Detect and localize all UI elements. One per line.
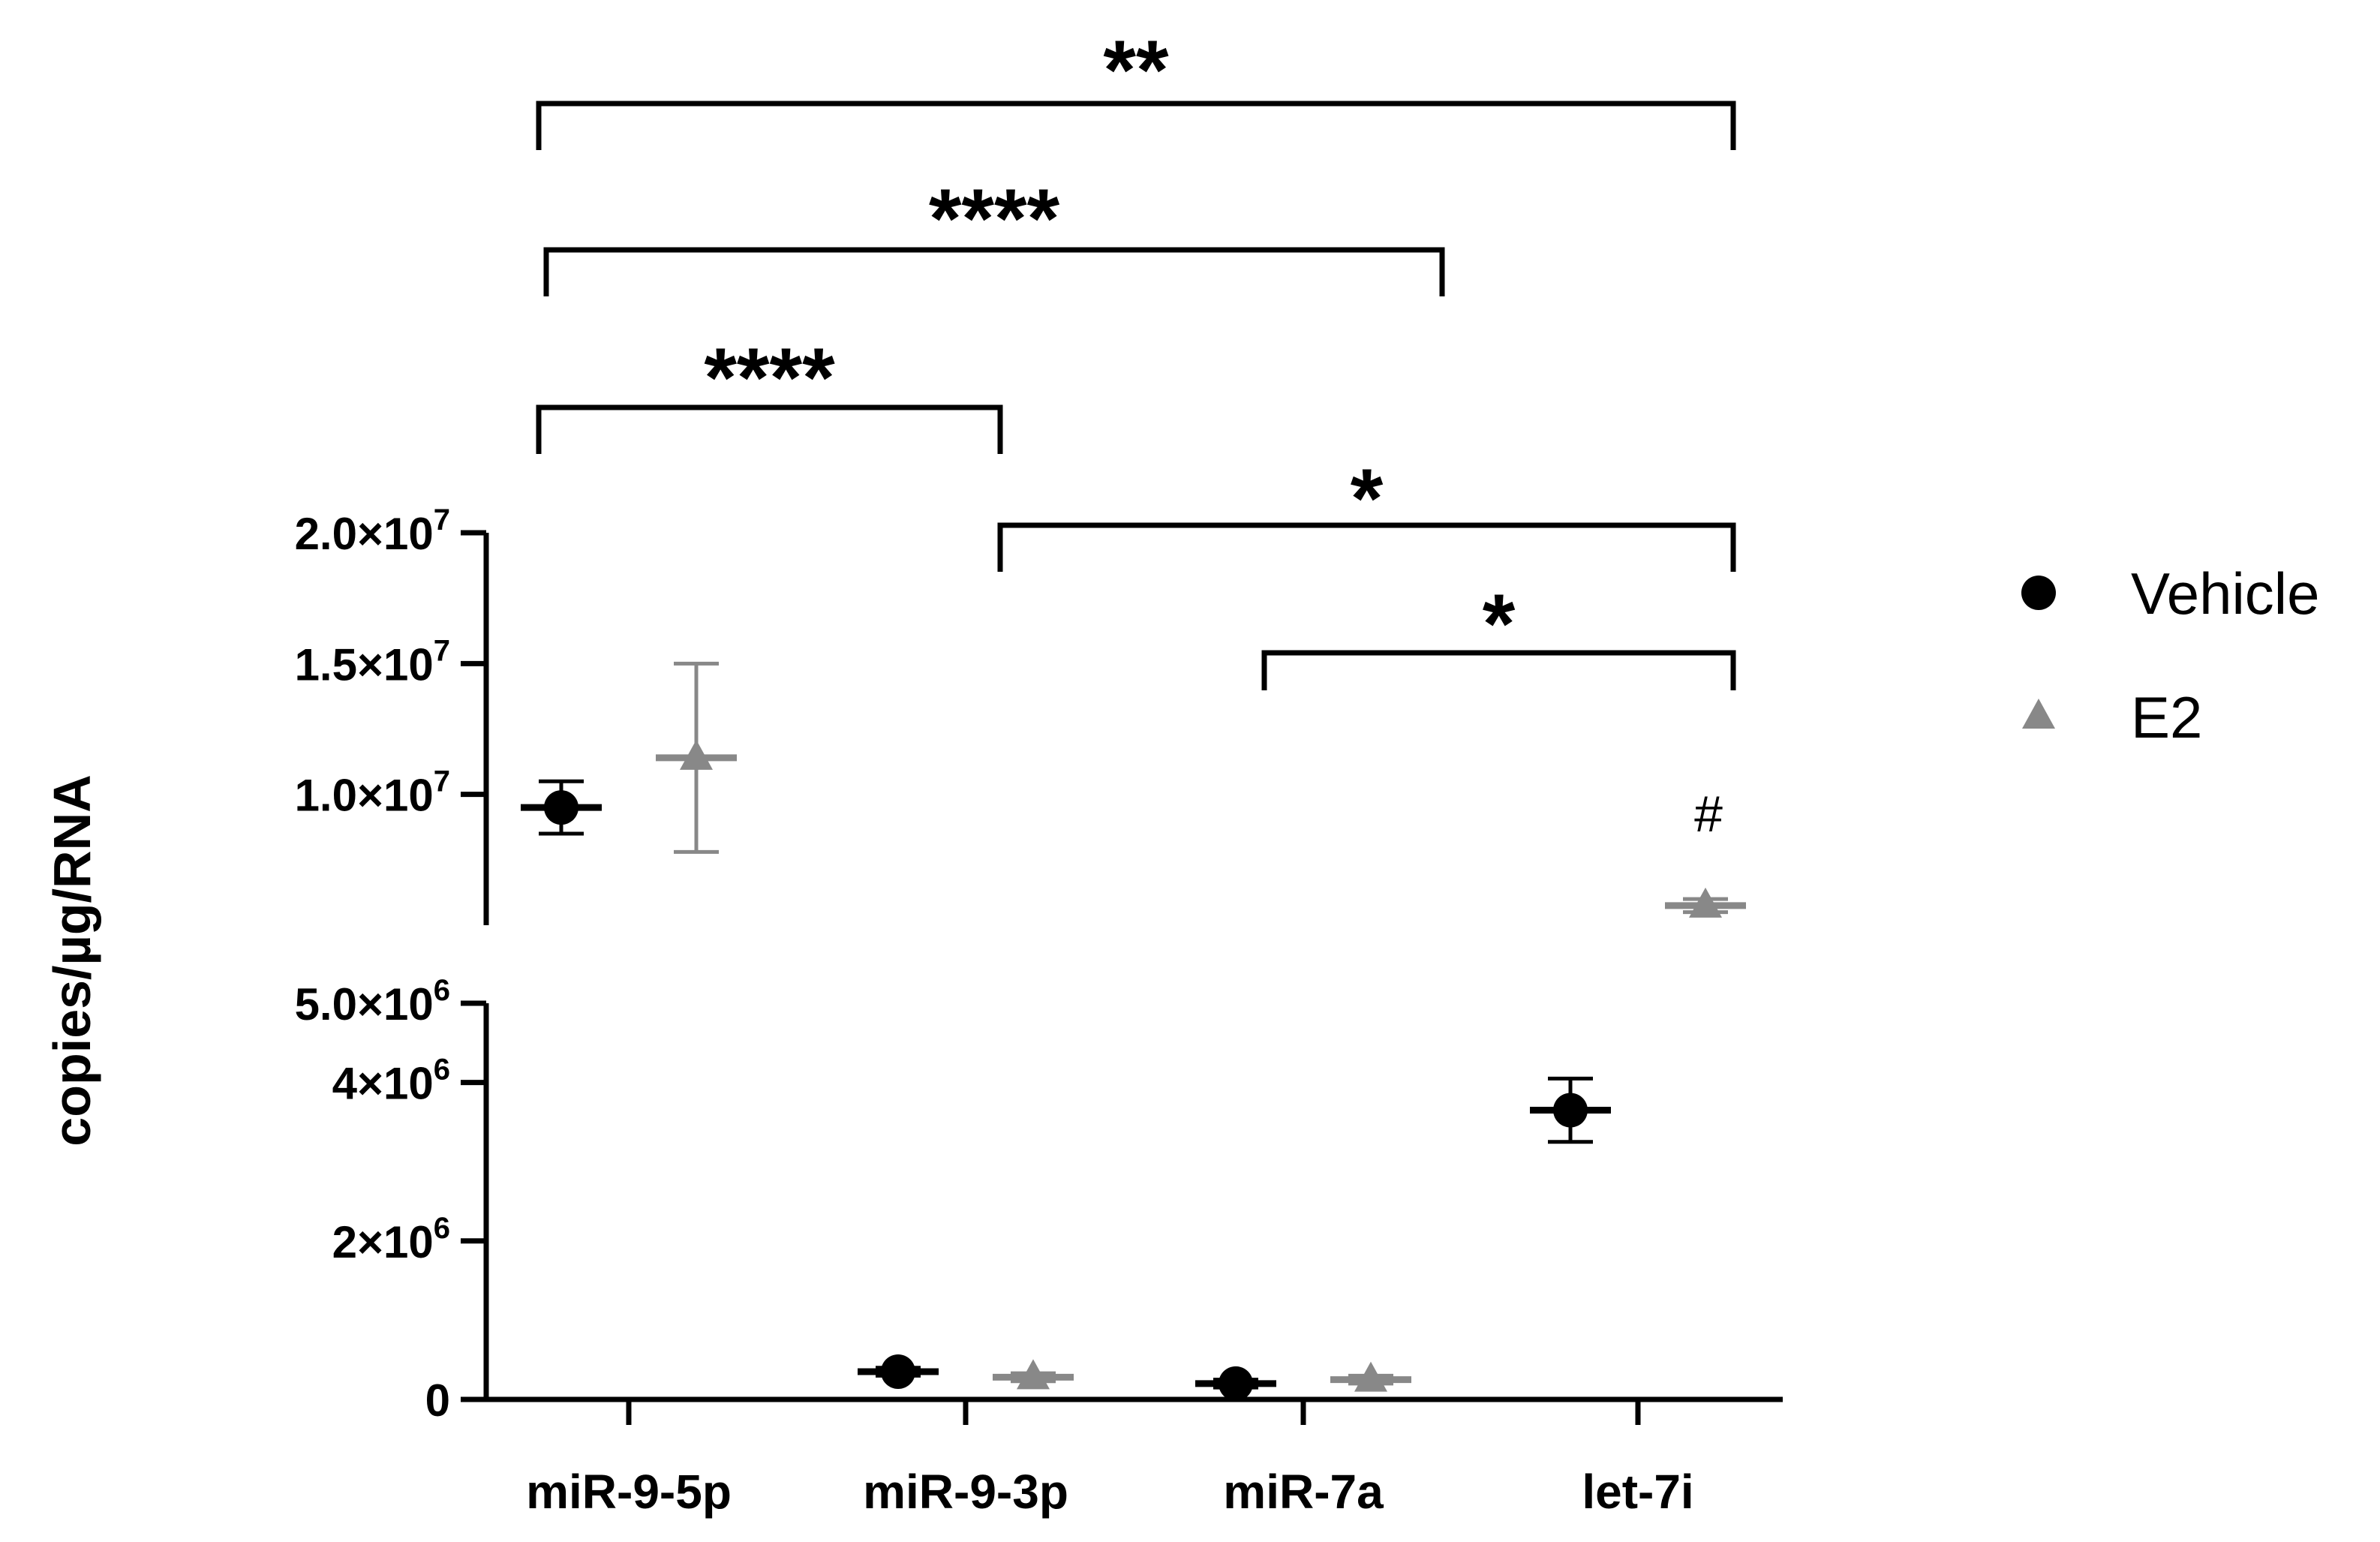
axes: 0 2×106 4×106 5.0×106 1.0×107 1.5×107 2.0×107 m… (295, 503, 1783, 1519)
y-tick-label: 1.5×107 (295, 634, 450, 690)
legend-marker-vehicle (2021, 576, 2056, 610)
y-tick-label: 5.0×106 (295, 974, 450, 1030)
data-point-vehicle (1219, 1366, 1253, 1401)
significance-label: ** (1103, 23, 1169, 117)
significance-bracket (1261, 650, 1736, 690)
y-tick-label: 1.0×107 (295, 765, 450, 821)
x-tick-label: miR-9-3p (863, 1465, 1068, 1519)
data-point-e2 (1689, 887, 1722, 918)
y-tick-label: 2.0×107 (295, 503, 450, 559)
significance-bracket (536, 404, 1003, 454)
significance-bracket (543, 247, 1445, 296)
significance-label: * (1351, 452, 1384, 546)
significance-label: **** (929, 172, 1060, 266)
x-tick-label: miR-9-5p (526, 1465, 732, 1519)
data-point-vehicle (1553, 1093, 1588, 1128)
legend-label-vehicle: Vehicle (2131, 561, 2320, 627)
y-tick-label: 0 (425, 1375, 450, 1426)
data-points: # (521, 661, 1746, 1401)
legend-label-e2: E2 (2131, 684, 2202, 750)
data-point-e2 (680, 739, 713, 770)
significance-bracket (536, 101, 1736, 150)
y-tick-label: 2×106 (332, 1212, 450, 1267)
legend: Vehicle E2 (2021, 561, 2320, 750)
data-point-vehicle (544, 790, 578, 825)
significance-label: * (1483, 577, 1516, 671)
data-point-e2 (1354, 1361, 1387, 1392)
y-tick-label: 4×106 (332, 1054, 450, 1109)
data-point-vehicle (881, 1354, 915, 1390)
x-tick-label: miR-7a (1223, 1465, 1384, 1519)
legend-marker-e2 (2022, 699, 2055, 729)
significance-brackets: ************ (536, 23, 1736, 690)
data-point-e2 (1017, 1359, 1050, 1390)
y-axis-title: copies/µg/RNA (43, 774, 101, 1146)
significance-mark: # (1694, 786, 1723, 843)
significance-bracket (997, 522, 1736, 572)
significance-label: **** (704, 331, 835, 425)
x-tick-label: let-7i (1582, 1465, 1693, 1519)
